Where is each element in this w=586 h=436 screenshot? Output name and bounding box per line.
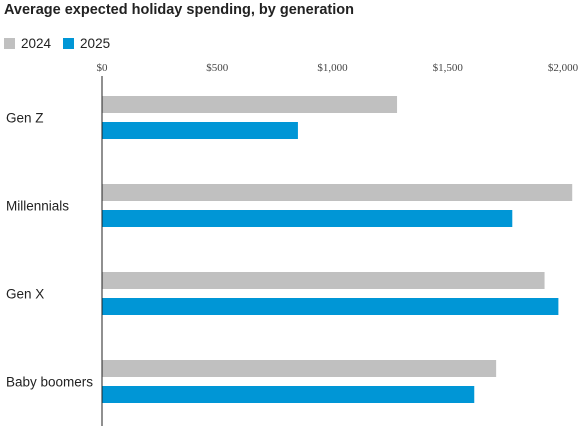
category-label: Millennials bbox=[6, 199, 69, 214]
bar-2024 bbox=[102, 360, 497, 377]
legend-label-2024: 2024 bbox=[21, 35, 52, 51]
bar-2025 bbox=[102, 298, 559, 315]
category-label: Baby boomers bbox=[6, 375, 93, 390]
bar-2025 bbox=[102, 122, 298, 139]
bar-2024 bbox=[102, 96, 398, 113]
legend-item-2024: 2024 bbox=[4, 36, 51, 51]
chart-title: Average expected holiday spending, by ge… bbox=[4, 2, 354, 18]
x-tick-label: $500 bbox=[206, 62, 229, 74]
legend: 2024 2025 bbox=[4, 35, 122, 51]
bar-2025 bbox=[102, 210, 513, 227]
x-tick-label: $0 bbox=[97, 62, 109, 74]
bar-2024 bbox=[102, 272, 545, 289]
category-label: Gen Z bbox=[6, 111, 44, 126]
legend-label-2025: 2025 bbox=[80, 35, 111, 51]
legend-item-2025: 2025 bbox=[63, 36, 110, 51]
x-tick-label: $2,000 bbox=[548, 62, 579, 74]
bar-2024 bbox=[102, 184, 573, 201]
x-tick-label: $1,500 bbox=[433, 62, 464, 74]
legend-swatch-2025 bbox=[63, 37, 75, 49]
category-label: Gen X bbox=[6, 287, 44, 302]
legend-swatch-2024 bbox=[4, 37, 15, 49]
bar-2025 bbox=[102, 386, 475, 403]
x-tick-label: $1,000 bbox=[317, 62, 348, 74]
